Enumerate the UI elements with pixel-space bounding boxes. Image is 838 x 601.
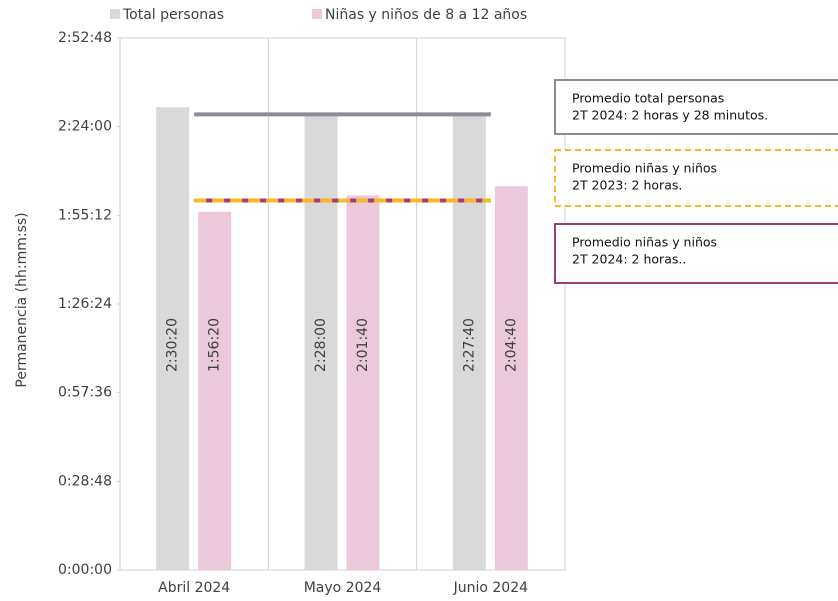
y-tick-label: 0:57:36 [58,385,112,401]
bar [346,195,380,570]
data-label: 2:27:40 [461,318,477,372]
y-tick-label: 2:24:00 [58,119,112,135]
annotation-box [554,223,838,284]
annotation-text: Promedio niñas y niños [572,235,717,250]
y-tick-label: 1:26:24 [58,296,112,312]
legend-swatch [110,9,120,19]
annotation-box [554,79,838,135]
legend-label: Total personas [122,7,224,23]
annotation-text: 2T 2024: 2 horas.. [572,252,686,267]
y-tick-label: 2:52:48 [58,30,112,46]
annotation-text: 2T 2023: 2 horas. [572,178,682,193]
bar [156,107,190,570]
x-tick-label: Abril 2024 [158,580,230,596]
data-label: 2:30:20 [165,318,181,372]
y-axis-title: Permanencia (hh:mm:ss) [14,212,30,387]
annotation-text: Promedio niñas y niños [572,161,717,176]
annotation-text: Promedio total personas [572,91,724,106]
bar [198,211,232,571]
legend-label: Niñas y niños de 8 a 12 años [325,7,527,23]
bar [494,186,528,570]
annotation-box [554,149,838,207]
y-tick-label: 0:28:48 [58,473,112,489]
annotation-text: 2T 2024: 2 horas y 28 minutos. [572,108,768,123]
x-tick-label: Junio 2024 [453,580,529,596]
data-label: 2:04:40 [503,318,519,372]
data-label: 1:56:20 [207,318,223,372]
bar [304,114,338,570]
data-label: 2:01:40 [355,318,371,372]
legend-swatch [312,9,322,19]
data-label: 2:28:00 [313,318,329,372]
y-tick-label: 0:00:00 [58,562,112,578]
bar [452,115,486,571]
y-tick-label: 1:55:12 [58,207,112,223]
x-tick-label: Mayo 2024 [304,580,382,596]
